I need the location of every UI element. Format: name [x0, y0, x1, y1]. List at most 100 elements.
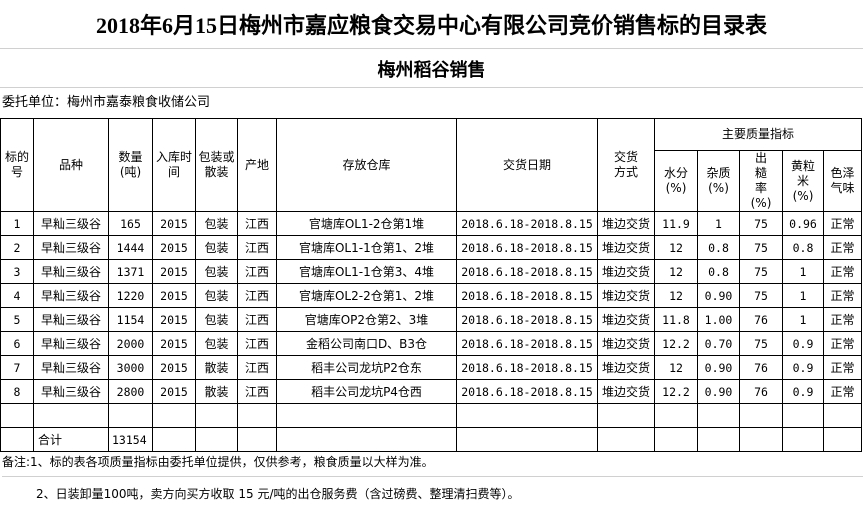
cell-variety: 早籼三级谷: [33, 307, 109, 332]
header-origin: 产地: [237, 118, 277, 212]
cell-quantity: 2000: [108, 331, 153, 356]
cell-variety: 早籼三级谷: [33, 259, 109, 284]
header-delivery-date: 交货日期: [456, 118, 598, 212]
cell-color-odor: 正常: [823, 307, 862, 332]
header-delivery-method: 交货方式: [597, 118, 655, 212]
cell-variety: 早籼三级谷: [33, 379, 109, 404]
cell-storage-year: 2015: [152, 235, 196, 260]
cell-delivery-date: 2018.6.18-2018.8.15: [456, 355, 598, 380]
cell-milling-rate: 75: [739, 259, 783, 284]
cell-yellow-rice: 0.9: [782, 355, 824, 380]
page-title: 2018年6月15日梅州市嘉应粮食交易中心有限公司竞价销售标的目录表: [0, 0, 863, 49]
lot-catalog-table: 标的号 品种 数量(吨) 入库时间 包装或散装 产地 存放仓库 交货日期 交货方…: [0, 118, 862, 452]
cell-lot-no: 4: [0, 283, 34, 308]
cell-storage-year: 2015: [152, 283, 196, 308]
cell-origin: 江西: [237, 259, 277, 284]
cell-warehouse: 官塘库OL2-2仓第1、2堆: [276, 283, 457, 308]
cell-warehouse: 官塘库OL1-1仓第3、4堆: [276, 259, 457, 284]
header-storage-year: 入库时间: [152, 118, 196, 212]
cell-delivery-date: 2018.6.18-2018.8.15: [456, 307, 598, 332]
total-label: 合计: [33, 427, 109, 452]
consignor-label: 委托单位：梅州市嘉泰粮食收储公司: [2, 95, 211, 110]
cell-variety: 早籼三级谷: [33, 283, 109, 308]
table-row: 7 早籼三级谷 3000 2015 散装 江西 稻丰公司龙坑P2仓东 2018.6.18-20…: [0, 355, 862, 380]
cell-warehouse: 官塘库OL1-2仓第1堆: [276, 211, 457, 236]
cell-yellow-rice: 0.9: [782, 331, 824, 356]
cell-moisture: 12.2: [654, 379, 698, 404]
cell-impurity: 1.00: [697, 307, 740, 332]
cell-delivery-method: 堆边交货: [597, 355, 655, 380]
cell-warehouse: 稻丰公司龙坑P4仓西: [276, 379, 457, 404]
cell-lot-no: 5: [0, 307, 34, 332]
total-quantity: 13154: [108, 427, 153, 452]
cell-warehouse: 官塘库OL1-1仓第1、2堆: [276, 235, 457, 260]
cell-delivery-date: 2018.6.18-2018.8.15: [456, 331, 598, 356]
cell-delivery-method: 堆边交货: [597, 211, 655, 236]
cell-origin: 江西: [237, 379, 277, 404]
table-row: 6 早籼三级谷 2000 2015 包装 江西 金稻公司南口D、B3仓 2018.6.18-2…: [0, 331, 862, 356]
cell-packing: 散装: [195, 355, 238, 380]
cell-impurity: 0.90: [697, 379, 740, 404]
cell-variety: 早籼三级谷: [33, 211, 109, 236]
cell-warehouse: 金稻公司南口D、B3仓: [276, 331, 457, 356]
cell-moisture: 11.8: [654, 307, 698, 332]
cell-variety: 早籼三级谷: [33, 331, 109, 356]
cell-impurity: 0.8: [697, 259, 740, 284]
total-row: 合计 13154: [0, 427, 862, 452]
blank-row: [0, 403, 862, 428]
table-row: 1 早籼三级谷 165 2015 包装 江西 官塘库OL1-2仓第1堆 2018.6.18-2…: [0, 211, 862, 236]
cell-storage-year: 2015: [152, 259, 196, 284]
header-impurity: 杂质(%): [697, 150, 740, 212]
cell-delivery-date: 2018.6.18-2018.8.15: [456, 235, 598, 260]
cell-quantity: 1154: [108, 307, 153, 332]
cell-milling-rate: 75: [739, 211, 783, 236]
cell-color-odor: 正常: [823, 379, 862, 404]
cell-quantity: 1444: [108, 235, 153, 260]
header-color-odor: 色泽气味: [823, 150, 862, 212]
cell-packing: 散装: [195, 379, 238, 404]
cell-milling-rate: 76: [739, 379, 783, 404]
section-title: 梅州稻谷销售: [0, 49, 863, 88]
cell-packing: 包装: [195, 235, 238, 260]
header-lot-no: 标的号: [0, 118, 34, 212]
cell-quantity: 2800: [108, 379, 153, 404]
header-warehouse: 存放仓库: [276, 118, 457, 212]
cell-lot-no: 2: [0, 235, 34, 260]
cell-quantity: 3000: [108, 355, 153, 380]
cell-quantity: 1220: [108, 283, 153, 308]
cell-lot-no: 3: [0, 259, 34, 284]
cell-milling-rate: 76: [739, 307, 783, 332]
cell-color-odor: 正常: [823, 259, 862, 284]
cell-delivery-method: 堆边交货: [597, 379, 655, 404]
cell-yellow-rice: 0.96: [782, 211, 824, 236]
cell-warehouse: 官塘库OP2仓第2、3堆: [276, 307, 457, 332]
cell-storage-year: 2015: [152, 379, 196, 404]
cell-delivery-method: 堆边交货: [597, 235, 655, 260]
cell-storage-year: 2015: [152, 211, 196, 236]
cell-milling-rate: 75: [739, 235, 783, 260]
header-moisture: 水分(%): [654, 150, 698, 212]
cell-milling-rate: 75: [739, 331, 783, 356]
cell-delivery-method: 堆边交货: [597, 307, 655, 332]
cell-moisture: 11.9: [654, 211, 698, 236]
header-quantity: 数量(吨): [108, 118, 153, 212]
cell-milling-rate: 76: [739, 355, 783, 380]
cell-packing: 包装: [195, 331, 238, 356]
table-row: 2 早籼三级谷 1444 2015 包装 江西 官塘库OL1-1仓第1、2堆 2018.6.1…: [0, 235, 862, 260]
cell-impurity: 0.90: [697, 283, 740, 308]
cell-origin: 江西: [237, 331, 277, 356]
table-row: 8 早籼三级谷 2800 2015 散装 江西 稻丰公司龙坑P4仓西 2018.6.18-20…: [0, 379, 862, 404]
cell-color-odor: 正常: [823, 235, 862, 260]
cell-color-odor: 正常: [823, 331, 862, 356]
cell-delivery-method: 堆边交货: [597, 259, 655, 284]
cell-delivery-date: 2018.6.18-2018.8.15: [456, 211, 598, 236]
cell-yellow-rice: 0.9: [782, 379, 824, 404]
cell-origin: 江西: [237, 235, 277, 260]
cell-moisture: 12: [654, 355, 698, 380]
cell-moisture: 12: [654, 235, 698, 260]
cell-yellow-rice: 1: [782, 307, 824, 332]
cell-packing: 包装: [195, 211, 238, 236]
header-variety: 品种: [33, 118, 109, 212]
cell-color-odor: 正常: [823, 283, 862, 308]
header-packing: 包装或散装: [195, 118, 238, 212]
